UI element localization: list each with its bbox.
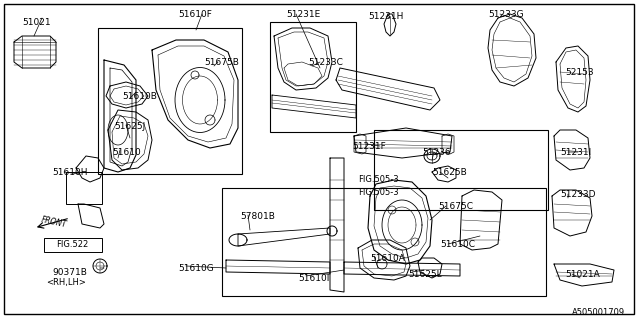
Bar xyxy=(98,28,242,174)
Text: 51231E: 51231E xyxy=(286,10,320,19)
Text: FIG.522: FIG.522 xyxy=(56,240,88,249)
Text: 51675B: 51675B xyxy=(204,58,239,67)
Text: 51625J: 51625J xyxy=(114,122,145,131)
Bar xyxy=(44,238,102,252)
Text: 51233D: 51233D xyxy=(560,190,595,199)
Text: 51610I: 51610I xyxy=(298,274,330,283)
Text: FIG.505-3: FIG.505-3 xyxy=(358,175,399,184)
Text: A505001709: A505001709 xyxy=(572,308,625,317)
Text: 51236: 51236 xyxy=(422,148,451,157)
Text: 51625L: 51625L xyxy=(408,270,442,279)
Text: 57801B: 57801B xyxy=(240,212,275,221)
Text: 51021: 51021 xyxy=(22,18,51,27)
Text: 52153: 52153 xyxy=(565,68,594,77)
Bar xyxy=(270,22,356,132)
Text: 90371B: 90371B xyxy=(52,268,87,277)
Text: 51610B: 51610B xyxy=(122,92,157,101)
Text: 51231I: 51231I xyxy=(560,148,591,157)
Text: 51610A: 51610A xyxy=(370,254,405,263)
Bar xyxy=(66,172,102,204)
Text: 51233G: 51233G xyxy=(488,10,524,19)
Text: 51021A: 51021A xyxy=(565,270,600,279)
Text: 51610H: 51610H xyxy=(52,168,88,177)
Text: FRONT: FRONT xyxy=(40,215,67,229)
Text: 51610G: 51610G xyxy=(178,264,214,273)
Bar xyxy=(374,130,548,210)
Text: 51610: 51610 xyxy=(112,148,141,157)
Text: 51675C: 51675C xyxy=(438,202,473,211)
Text: 51233C: 51233C xyxy=(308,58,343,67)
Text: <RH,LH>: <RH,LH> xyxy=(46,278,86,287)
Text: 51231H: 51231H xyxy=(368,12,403,21)
Bar xyxy=(222,188,546,296)
Text: 51610F: 51610F xyxy=(178,10,212,19)
Text: 51625B: 51625B xyxy=(432,168,467,177)
Text: 51231F: 51231F xyxy=(352,142,386,151)
Text: 51610C: 51610C xyxy=(440,240,475,249)
Text: FIG.505-3: FIG.505-3 xyxy=(358,188,399,197)
